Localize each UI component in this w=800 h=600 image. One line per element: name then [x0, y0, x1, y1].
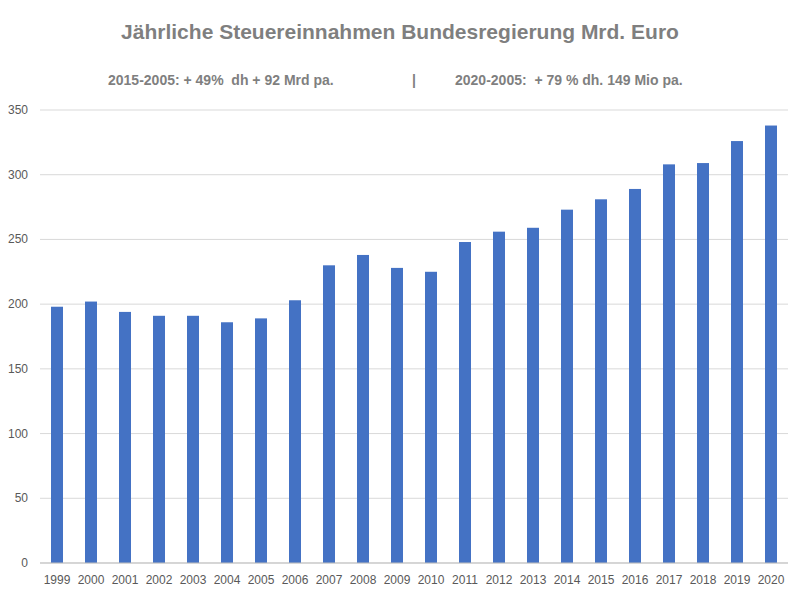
x-tick-label: 2001	[112, 573, 139, 587]
x-tick-label: 2006	[282, 573, 309, 587]
x-tick-label: 2020	[758, 573, 785, 587]
x-tick-label: 2010	[418, 573, 445, 587]
x-tick-label: 2002	[146, 573, 173, 587]
y-tick-label: 100	[8, 427, 28, 441]
bar	[51, 307, 63, 563]
bar	[323, 265, 335, 563]
x-tick-label: 2005	[248, 573, 275, 587]
grid-line	[40, 239, 788, 240]
bar	[255, 318, 267, 563]
x-tick-label: 2000	[78, 573, 105, 587]
x-tick-label: 2007	[316, 573, 343, 587]
annotation: 2015-2005: + 49% dh + 92 Mrd pa.	[108, 72, 334, 88]
x-tick-label: 2011	[452, 573, 478, 587]
bars	[51, 126, 777, 563]
bar	[561, 210, 573, 563]
grid-line	[40, 368, 788, 369]
bar	[697, 163, 709, 563]
background	[0, 0, 800, 600]
bar	[153, 316, 165, 563]
bar	[663, 164, 675, 563]
chart: Jährliche Steuereinnahmen Bundesregierun…	[0, 0, 800, 600]
bar	[425, 272, 437, 563]
grid-line	[40, 304, 788, 305]
x-tick-label: 2018	[690, 573, 717, 587]
annotation: |	[412, 72, 416, 88]
x-tick-label: 2004	[214, 573, 241, 587]
bar	[595, 199, 607, 563]
y-tick-label: 250	[8, 232, 28, 246]
x-tick-label: 2013	[520, 573, 547, 587]
bar	[221, 322, 233, 563]
bar	[357, 255, 369, 563]
y-tick-label: 50	[15, 491, 29, 505]
bar	[289, 300, 301, 563]
x-tick-label: 2008	[350, 573, 377, 587]
x-tick-label: 1999	[44, 573, 71, 587]
annotation: 2020-2005: + 79 % dh. 149 Mio pa.	[455, 72, 683, 88]
x-tick-label: 2019	[724, 573, 751, 587]
grid-line	[40, 433, 788, 434]
y-tick-label: 0	[21, 556, 28, 570]
bar	[85, 302, 97, 563]
bar	[765, 126, 777, 563]
y-tick-label: 350	[8, 103, 28, 117]
x-tick-label: 2016	[622, 573, 649, 587]
bar	[119, 312, 131, 563]
title: Jährliche Steuereinnahmen Bundesregierun…	[121, 20, 679, 43]
grid-line	[40, 110, 788, 111]
x-tick-label: 2014	[554, 573, 581, 587]
x-tick-label: 2015	[588, 573, 615, 587]
bar	[187, 316, 199, 563]
bar	[493, 232, 505, 563]
grid-line	[40, 498, 788, 499]
y-tick-label: 200	[8, 297, 28, 311]
grid-line	[40, 563, 788, 564]
x-tick-label: 2012	[486, 573, 513, 587]
bar	[731, 141, 743, 563]
bar	[459, 242, 471, 563]
grid-line	[40, 174, 788, 175]
y-tick-label: 150	[8, 362, 28, 376]
bar	[527, 228, 539, 563]
y-tick-label: 300	[8, 168, 28, 182]
bar	[391, 268, 403, 563]
x-tick-label: 2017	[656, 573, 683, 587]
bar	[629, 189, 641, 563]
x-tick-label: 2009	[384, 573, 411, 587]
x-axis-line	[40, 563, 788, 564]
x-tick-label: 2003	[180, 573, 207, 587]
